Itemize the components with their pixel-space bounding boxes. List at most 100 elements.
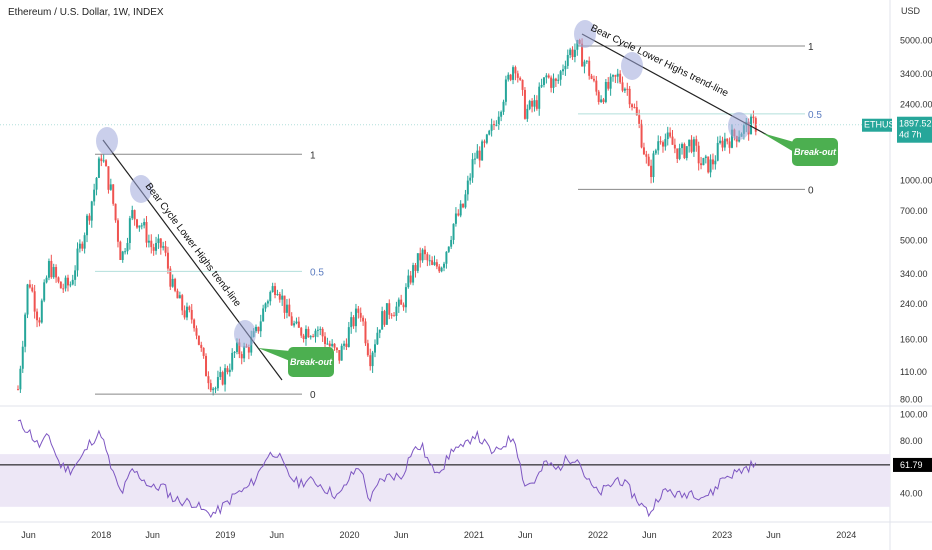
candle-body — [333, 343, 336, 348]
candle-body — [673, 144, 676, 149]
candle-body — [185, 306, 188, 318]
candle-body — [150, 240, 153, 248]
candle-body — [395, 306, 398, 316]
candle-body — [607, 81, 610, 89]
candle-body — [431, 260, 434, 265]
candle-body — [754, 118, 757, 132]
candle-body — [93, 189, 96, 202]
candle-body — [592, 78, 595, 81]
candle-body — [652, 153, 655, 178]
candle-body — [523, 89, 526, 119]
candle-body — [288, 304, 291, 317]
rsi-tick-label: 100.00 — [900, 410, 928, 420]
candle-body — [66, 277, 69, 286]
candle-body — [581, 43, 584, 67]
candle-body — [231, 352, 234, 370]
candle-body — [119, 241, 122, 260]
x-tick-label: Jun — [642, 530, 657, 540]
candle-body — [157, 238, 160, 243]
price-tag-countdown: 4d 7h — [899, 130, 922, 140]
y-tick-label: 110.00 — [900, 367, 927, 377]
x-tick-label: 2024 — [836, 530, 856, 540]
candle-body — [490, 124, 493, 131]
x-tick-label: Jun — [145, 530, 160, 540]
price-tag-value: 1897.52 — [899, 119, 932, 129]
candle-body — [86, 215, 89, 236]
candle-body — [97, 158, 100, 178]
candle-body — [257, 326, 260, 332]
candle-body — [345, 343, 348, 347]
candle-body — [205, 355, 208, 377]
rsi-value-tag — [893, 457, 932, 472]
candle-body — [193, 319, 196, 329]
rsi-tick-label: 80.00 — [900, 436, 923, 446]
candle-body — [447, 246, 450, 252]
candle-body — [143, 222, 146, 226]
candle-body — [542, 77, 545, 85]
candle-body — [707, 156, 710, 173]
candle-body — [702, 158, 705, 166]
candle-body — [416, 253, 419, 271]
candle-body — [459, 203, 462, 216]
candle-body — [152, 247, 155, 251]
candle-body — [159, 238, 162, 248]
candle-body — [588, 60, 591, 76]
candle-body — [343, 343, 346, 346]
candle-body — [481, 141, 484, 161]
candle-body — [711, 159, 714, 165]
candle-body — [83, 235, 86, 249]
candle-body — [619, 73, 622, 83]
candle-body — [357, 308, 360, 313]
candle-body — [509, 74, 512, 80]
candle-body — [554, 78, 557, 81]
candle-body — [497, 116, 500, 126]
candle-body — [200, 344, 203, 348]
candle-body — [412, 265, 415, 283]
candle-body — [352, 317, 355, 327]
candle-body — [235, 342, 238, 352]
candle-body — [697, 145, 700, 164]
candle-body — [628, 88, 631, 105]
candle-body — [166, 252, 169, 269]
candle-body — [573, 49, 576, 58]
candle-body — [195, 328, 198, 336]
candle-body — [64, 277, 67, 289]
x-tick-label: Jun — [269, 530, 284, 540]
candle-body — [116, 220, 119, 242]
trend-line-label: Bear Cycle Lower Highs trend-line — [143, 181, 243, 309]
candle-body — [112, 184, 115, 204]
candle-body — [400, 299, 403, 305]
candle-body — [319, 328, 322, 330]
candle-body — [419, 253, 422, 261]
candle-body — [255, 326, 257, 332]
candle-body — [590, 75, 593, 79]
candle-body — [666, 132, 669, 140]
candle-body — [107, 166, 110, 190]
candle-body — [350, 317, 353, 328]
candle-body — [140, 225, 143, 227]
candle-body — [335, 347, 338, 351]
candle-body — [528, 100, 531, 109]
candle-body — [155, 242, 158, 251]
candle-body — [495, 125, 498, 127]
badge-pointer — [258, 348, 290, 361]
candle-body — [359, 312, 362, 318]
rsi-panel — [0, 419, 890, 519]
candle-body — [526, 108, 529, 119]
candle-body — [178, 295, 181, 299]
fib-level-label: 1 — [808, 42, 814, 53]
candle-body — [402, 304, 405, 308]
candle-body — [316, 329, 319, 331]
candle-body — [24, 314, 27, 347]
trend-line — [102, 139, 283, 381]
candle-body — [519, 77, 522, 80]
highlight-circle — [621, 52, 643, 80]
candle-body — [393, 315, 396, 317]
candle-body — [76, 248, 79, 271]
candle-body — [633, 107, 636, 109]
axes: 5000.00 3400.00 2400.00 1000.00 700.00 500.00… — [21, 36, 932, 540]
candle-body — [366, 343, 369, 356]
candle-body — [642, 147, 645, 155]
breakout-badge — [288, 347, 334, 377]
